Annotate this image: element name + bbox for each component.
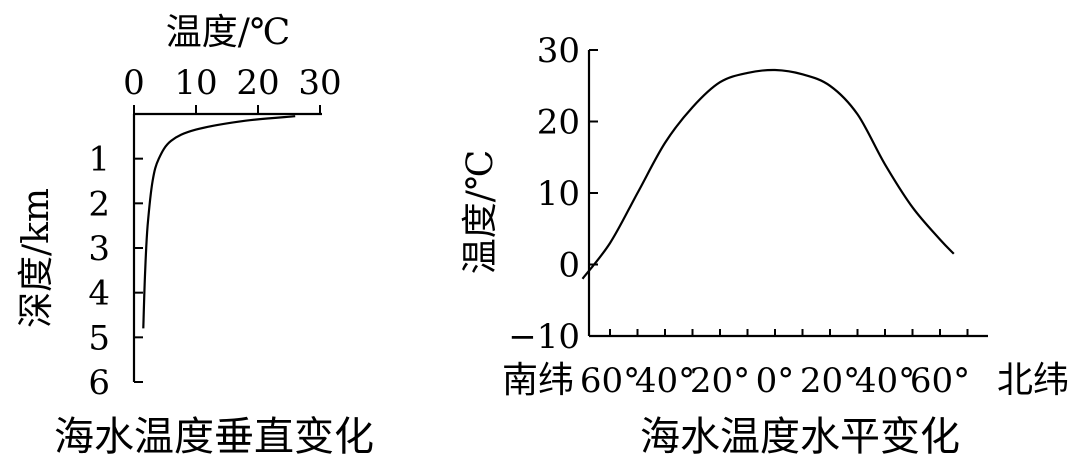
horizontal-chart-y-tick-label: 30 [537, 31, 580, 71]
vertical-chart-x-tick-label: 30 [298, 63, 341, 103]
vertical-chart-y-tick-labels: 12 3 45 6 [88, 140, 110, 403]
vertical-chart-y-tick-label: 4 [88, 274, 110, 314]
vertical-chart-y-ticks [134, 157, 143, 383]
vertical-chart-y-tick-label: 1 [88, 140, 110, 180]
horizontal-chart-x-tick-label: 40° [855, 361, 915, 401]
vertical-chart-y-tick-label: 6 [88, 363, 110, 403]
horizontal-chart-x-tick-label: 0° [756, 361, 795, 401]
vertical-chart-y-tick-label: 5 [88, 318, 110, 358]
vertical-temperature-line [142, 115, 296, 329]
horizontal-chart-x-tick-label: 60° [580, 361, 640, 401]
vertical-chart-ylabel: 深度/km [16, 188, 57, 328]
horizontal-chart-y-tick-label: 0 [558, 246, 580, 286]
horizontal-chart-x-ticks [609, 329, 969, 336]
south-latitude-label: 南纬 [502, 360, 574, 401]
vertical-chart-y-tick-label: 3 [88, 229, 110, 269]
horizontal-chart-y-tick-label: −10 [508, 317, 580, 357]
horizontal-chart-y-tick-label: 20 [537, 103, 580, 143]
horizontal-chart-y-tick-labels: −10 0 10 20 30 [508, 31, 580, 357]
horizontal-chart-y-tick-label: 10 [537, 174, 580, 214]
horizontal-temperature-line [581, 68, 955, 280]
vertical-chart-title: 海水温度垂直变化 [54, 414, 374, 460]
horizontal-chart-ylabel: 温度/℃ [460, 150, 501, 274]
vertical-chart-x-ticks [133, 105, 321, 114]
horizontal-chart-x-tick-labels: 60°40°20° 0° 20°40°60° [580, 361, 970, 401]
vertical-chart-x-tick-labels: 0 10 20 30 [123, 63, 341, 103]
north-latitude-label: 北纬 [997, 360, 1069, 401]
horizontal-chart-x-tick-label: 40° [635, 361, 695, 401]
horizontal-chart-y-ticks [589, 49, 598, 337]
vertical-chart-x-tick-label: 10 [174, 63, 217, 103]
horizontal-chart-title: 海水温度水平变化 [640, 414, 960, 460]
vertical-chart-x-tick-label: 0 [123, 63, 145, 103]
horizontal-chart-x-tick-label: 20° [800, 361, 860, 401]
horizontal-chart-x-tick-label: 20° [690, 361, 750, 401]
vertical-temperature-chart: 温度/℃ 0 10 20 30 12 3 45 6 深度/km 海水温度垂直变化 [16, 12, 374, 460]
horizontal-chart-x-tick-label: 60° [910, 361, 970, 401]
vertical-chart-y-tick-label: 2 [88, 184, 110, 224]
vertical-chart-xlabel: 温度/℃ [166, 12, 290, 53]
vertical-chart-x-tick-label: 20 [236, 63, 279, 103]
